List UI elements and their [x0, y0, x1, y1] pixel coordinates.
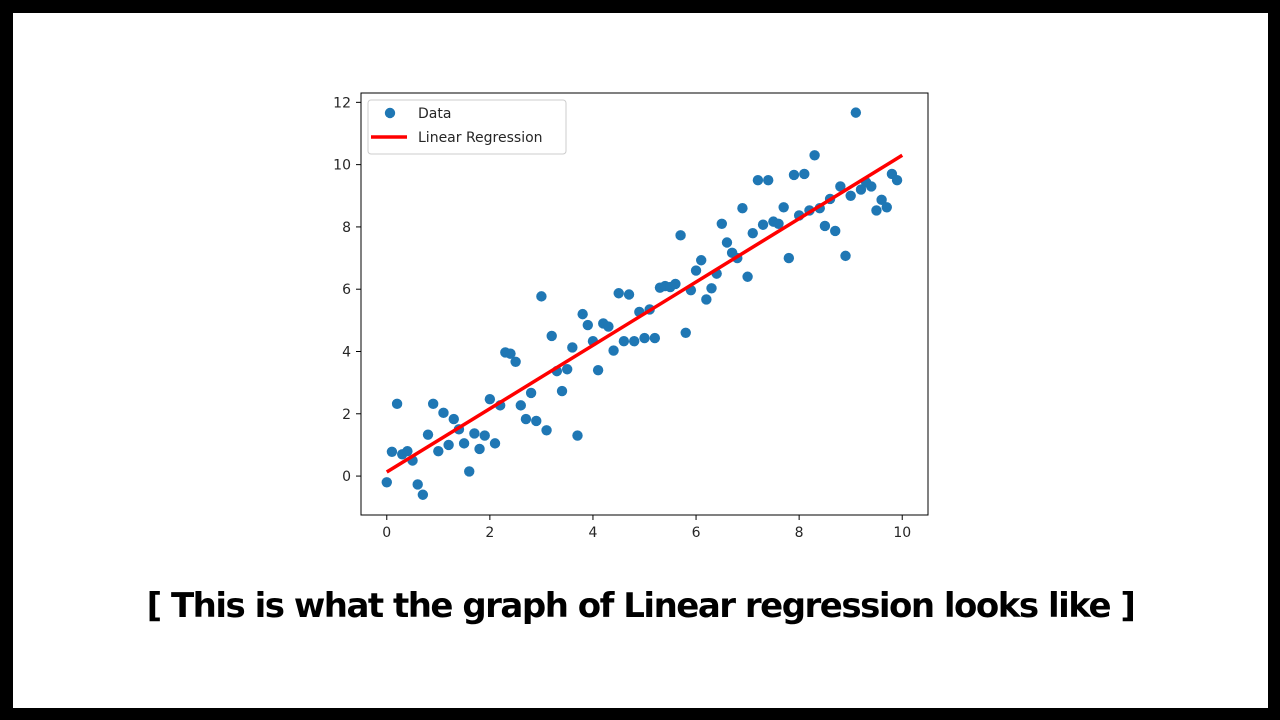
data-point: [464, 466, 475, 477]
data-point: [835, 181, 846, 192]
data-point: [402, 445, 413, 457]
data-point: [788, 169, 800, 181]
data-point: [458, 438, 470, 449]
x-tick-label: 2: [485, 525, 494, 541]
data-point: [855, 184, 867, 195]
y-tick-label: 12: [333, 95, 351, 111]
data-point: [696, 255, 707, 266]
data-point: [391, 398, 403, 410]
data-point: [536, 291, 547, 302]
x-tick-label: 6: [692, 525, 701, 541]
data-point: [891, 175, 903, 186]
data-point: [489, 438, 501, 449]
data-point: [592, 364, 604, 376]
data-point: [422, 429, 434, 440]
x-tick-label: 10: [893, 525, 911, 541]
data-point: [623, 289, 635, 300]
data-point: [525, 387, 537, 399]
x-tick-label: 4: [588, 525, 597, 541]
data-point: [742, 271, 753, 282]
x-tick-label: 8: [795, 525, 804, 541]
y-tick-label: 4: [342, 344, 351, 360]
data-point: [721, 237, 733, 248]
legend-label-data: Data: [418, 106, 451, 122]
data-point: [427, 398, 439, 410]
y-tick-label: 0: [342, 469, 351, 485]
legend-box: [367, 99, 567, 155]
data-point: [675, 230, 686, 241]
data-point: [479, 430, 490, 441]
data-point: [876, 194, 887, 206]
data-point: [680, 327, 691, 339]
data-point: [510, 356, 521, 367]
data-point: [850, 107, 862, 118]
y-tick-label: 10: [333, 158, 351, 174]
data-point: [706, 283, 717, 294]
data-point: [881, 202, 892, 213]
data-point: [577, 308, 588, 320]
data-point: [541, 425, 552, 436]
data-point: [561, 364, 573, 375]
regression-line: [385, 153, 904, 474]
data-point: [520, 413, 532, 425]
data-point: [871, 205, 882, 216]
data-point: [618, 336, 630, 347]
data-point: [701, 294, 712, 305]
data-point: [443, 439, 454, 451]
data-point: [783, 252, 795, 264]
data-point: [819, 220, 831, 232]
data-point: [531, 415, 542, 427]
data-point: [438, 407, 449, 419]
data-point: [381, 477, 392, 488]
y-tick-label: 2: [342, 407, 351, 423]
data-point: [474, 443, 485, 455]
data-point: [690, 265, 702, 276]
y-tick-label: 6: [342, 282, 351, 298]
data-point: [670, 278, 681, 290]
data-point: [752, 175, 764, 186]
data-point: [469, 428, 480, 439]
legend-label-regression: Linear Regression: [418, 130, 543, 146]
legend-marker-data: [384, 107, 396, 119]
data-point: [572, 430, 583, 441]
x-tick-label: 0: [382, 525, 391, 541]
data-point: [649, 332, 661, 344]
data-point: [757, 219, 769, 230]
caption-text: [ This is what the graph of Linear regre…: [146, 586, 1136, 626]
data-point: [567, 342, 578, 353]
data-point: [639, 332, 650, 344]
scatter-chart: 0 2 4 6 8 10 0 2 4 6 8 10 12 Data Linear Regression: [333, 92, 929, 541]
data-point: [613, 288, 624, 299]
data-point: [866, 181, 877, 192]
data-point: [603, 321, 614, 332]
data-point: [778, 202, 789, 213]
data-point: [716, 218, 728, 230]
data-point: [737, 203, 748, 214]
data-point: [608, 345, 619, 356]
data-point: [412, 479, 423, 490]
data-point: [582, 319, 593, 331]
data-point: [448, 413, 459, 425]
data-point: [773, 218, 784, 230]
data-point: [763, 175, 774, 186]
data-point: [628, 336, 640, 347]
data-point: [799, 168, 810, 180]
plot-area-frame: [360, 92, 929, 516]
data-point: [845, 190, 856, 201]
data-point: [747, 227, 758, 239]
data-point: [484, 393, 496, 405]
y-tick-label: 8: [342, 220, 351, 236]
slide-frame: 0 2 4 6 8 10 0 2 4 6 8 10 12 Data Linear Regression [ …: [13, 13, 1268, 708]
data-point: [556, 385, 568, 397]
data-point: [515, 400, 526, 411]
data-point: [417, 489, 429, 500]
data-point: [546, 330, 557, 342]
data-point: [505, 348, 516, 359]
data-point: [433, 445, 444, 457]
data-point: [809, 150, 820, 161]
data-point: [840, 250, 851, 262]
data-point: [386, 446, 398, 457]
data-point: [830, 225, 841, 237]
